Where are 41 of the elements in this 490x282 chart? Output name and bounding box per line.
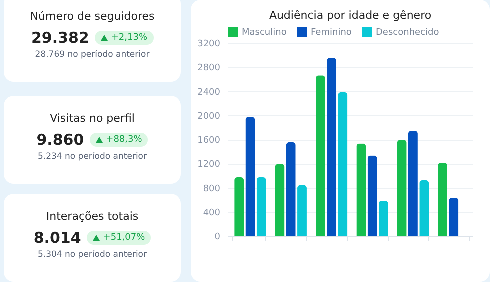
text: 28.769 no período anterior <box>34 50 151 60</box>
y-tick-label: 1600 <box>198 136 221 146</box>
text: Visitas no perfil <box>49 112 136 125</box>
text: Interações totais <box>45 210 140 223</box>
text: Número de seguidores <box>29 10 156 23</box>
y-tick-label: 2800 <box>198 64 221 74</box>
bar <box>420 180 430 236</box>
legend-label: Desconhecido <box>376 28 440 38</box>
text: +51,07% <box>103 233 146 243</box>
y-tick-label: 2000 <box>198 112 221 122</box>
bar <box>356 144 366 236</box>
bar <box>275 164 285 236</box>
bar <box>286 142 296 236</box>
bar <box>408 131 418 236</box>
y-tick-label: 3200 <box>198 40 221 50</box>
text: +2,13% <box>111 33 148 43</box>
bar <box>316 76 326 236</box>
y-tick-label: 2400 <box>198 88 221 98</box>
bar <box>397 140 407 236</box>
text: +88,3% <box>106 135 142 145</box>
text: 9.860 <box>36 131 84 149</box>
bar <box>256 177 266 236</box>
bar <box>234 177 244 236</box>
legend-label: Masculino <box>242 28 288 38</box>
bar <box>378 201 388 236</box>
text: 8.014 <box>34 229 82 247</box>
text: 5.234 no período anterior <box>36 152 148 162</box>
bar <box>368 156 378 236</box>
y-tick-label: 1200 <box>198 160 221 170</box>
bar <box>246 117 256 236</box>
bar <box>449 198 459 236</box>
legend-label: Feminino <box>311 28 352 38</box>
text: 29.382 <box>31 29 90 47</box>
bar <box>438 163 448 236</box>
y-tick-label: 800 <box>203 184 221 194</box>
y-tick-label: 400 <box>203 208 221 218</box>
y-tick-label: 0 <box>214 232 221 242</box>
chart-title: Audiência por idade e gênero <box>269 9 432 22</box>
bar <box>327 58 337 236</box>
bar <box>338 92 348 236</box>
text: 5.304 no período anterior <box>36 250 148 260</box>
